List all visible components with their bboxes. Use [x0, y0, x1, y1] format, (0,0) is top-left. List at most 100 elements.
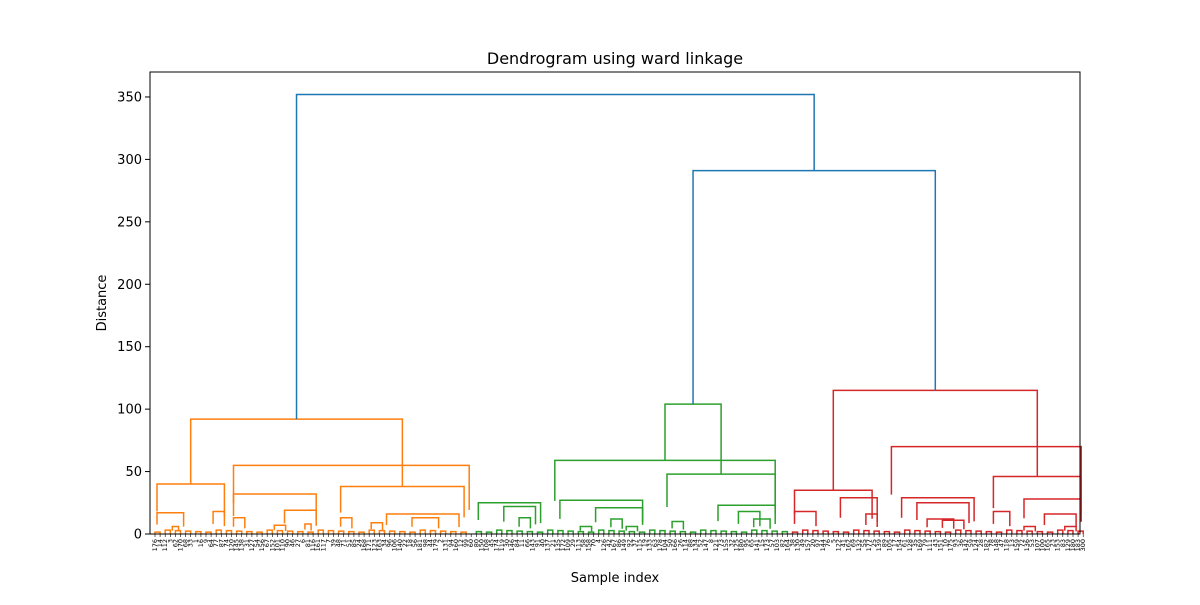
leaf-link: [1016, 529, 1023, 534]
leaf-link: [526, 530, 534, 534]
x-tick-label: 27: [294, 539, 302, 547]
leaf-link: [460, 531, 467, 534]
x-tick-label: 164: [783, 539, 791, 551]
x-tick-label: 132: [855, 539, 863, 551]
x-tick-label: 45: [488, 539, 496, 547]
leaf-link: [944, 531, 952, 534]
x-tick-label: 44: [426, 539, 434, 547]
x-tick-label: 175: [947, 539, 955, 551]
leaf-link: [659, 529, 666, 534]
leaf-link: [873, 530, 880, 534]
x-tick-label: 16: [197, 539, 205, 547]
cluster-link: [865, 513, 878, 528]
leaf-link: [567, 530, 574, 534]
leaf-link: [388, 530, 396, 534]
chart-title: Dendrogram using ward linkage: [487, 49, 743, 68]
leaf-link: [475, 530, 483, 534]
leaf-link: [485, 531, 493, 534]
x-tick-label: 19: [641, 539, 649, 547]
x-tick-label: 82: [778, 539, 786, 547]
x-tick-label: 54: [253, 539, 261, 547]
x-tick-label: 22: [401, 539, 409, 547]
leaf-link: [337, 530, 345, 534]
leaf-link: [557, 529, 564, 534]
x-tick-label: 31: [243, 539, 251, 547]
x-tick-label: 152: [268, 539, 276, 551]
x-tick-label: 151: [936, 539, 944, 551]
leaf-link: [439, 530, 447, 534]
cluster-link: [717, 504, 776, 524]
x-tick-label: 30: [503, 539, 511, 547]
leaf-link: [863, 529, 870, 534]
x-tick-label: 10: [942, 539, 950, 547]
cluster-link: [503, 505, 537, 525]
leaf-link: [689, 531, 697, 534]
x-tick-label: 109: [564, 539, 572, 551]
cluster-link: [518, 517, 532, 529]
x-tick-label: 135: [554, 539, 562, 551]
x-tick-label: 28: [977, 539, 985, 547]
x-tick-label: 81: [304, 539, 312, 547]
leaf-link: [297, 530, 304, 534]
x-tick-label: 120: [228, 539, 236, 551]
x-tick-label: 69: [850, 539, 858, 547]
x-tick-label: 98: [421, 539, 429, 547]
leaf-link: [506, 529, 513, 534]
cluster-link: [212, 510, 226, 527]
x-tick-label: 118: [1003, 539, 1011, 551]
x-tick-label: 169: [916, 539, 924, 551]
x-tick-label: 107: [1033, 539, 1041, 551]
leaf-link: [699, 529, 707, 534]
x-tick-label: 160: [452, 539, 460, 551]
x-tick-label: 57: [768, 539, 776, 547]
x-tick-label: 124: [972, 539, 980, 551]
leaf-link: [429, 529, 437, 534]
leaf-link: [276, 529, 284, 534]
leaf-link: [1005, 529, 1013, 534]
x-tick-label: 163: [375, 539, 383, 551]
root-link: [295, 93, 815, 420]
leaf-link: [577, 530, 585, 534]
x-tick-label: 131: [442, 539, 450, 551]
x-tick-label: 181: [416, 539, 424, 551]
x-tick-label: 150: [477, 539, 485, 551]
x-tick-label: 61: [901, 539, 909, 547]
x-tick-label: 56: [411, 539, 419, 547]
x-tick-label: 167: [610, 539, 618, 551]
dendrogram-links: [154, 93, 1084, 534]
x-tick-label: 41: [840, 539, 848, 547]
x-tick-label: 59: [967, 539, 975, 547]
leaf-link: [822, 530, 829, 534]
x-tick-label: 42: [605, 539, 613, 547]
x-tick-label: 21: [549, 539, 557, 547]
x-tick-label: 50: [666, 539, 674, 547]
cluster-link: [283, 509, 317, 526]
x-tick-label: 166: [671, 539, 679, 551]
cluster-link: [385, 513, 460, 528]
x-tick-label: 101: [273, 539, 281, 551]
cluster-link: [752, 518, 771, 529]
x-tick-label: 8: [707, 539, 715, 543]
x-tick-label: 180: [1069, 539, 1077, 551]
x-tick-label: 23: [1049, 539, 1057, 547]
x-tick-label: 26: [676, 539, 684, 547]
x-tick-label: 157: [804, 539, 812, 551]
x-tick-label: 127: [248, 539, 256, 551]
x-tick-label: 134: [692, 539, 700, 551]
cluster-link: [941, 519, 965, 530]
x-tick-label: 38: [789, 539, 797, 547]
x-tick-label: 13: [1008, 539, 1016, 547]
x-tick-label: 174: [493, 539, 501, 551]
x-tick-label: 85: [350, 539, 358, 547]
leaf-link: [536, 531, 544, 534]
x-tick-label: 133: [646, 539, 654, 551]
cluster-link: [273, 524, 287, 531]
x-tick-label: 95: [743, 539, 751, 547]
x-tick-label: 39: [330, 539, 338, 547]
leaf-link: [965, 529, 972, 534]
leaf-link: [842, 531, 850, 534]
cluster-link: [594, 507, 644, 525]
x-tick-label: 76: [824, 539, 832, 547]
x-tick-label: 173: [763, 539, 771, 551]
